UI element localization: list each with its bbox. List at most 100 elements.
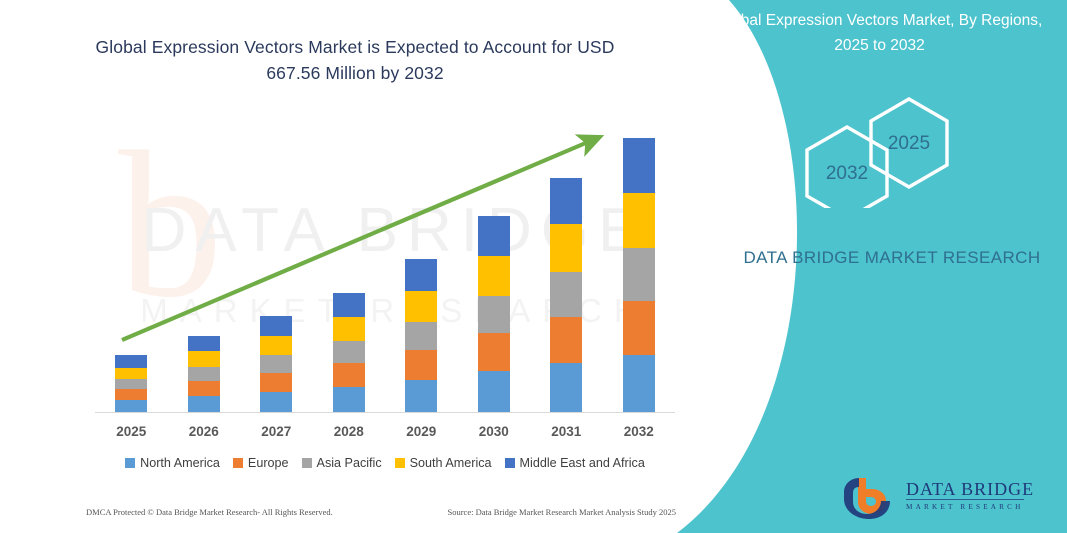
chart-legend: North America Europe Asia Pacific South Ame…: [95, 456, 675, 470]
bar-segment: [115, 355, 148, 369]
bar-segment: [405, 321, 438, 351]
bar-segment: [550, 271, 583, 317]
bar-segment: [115, 400, 148, 412]
bar-segment: [260, 373, 293, 393]
brand-name: DATA BRIDGE MARKET RESEARCH: [743, 248, 1041, 267]
chart-plot-area: [95, 115, 675, 413]
bar-column: [603, 115, 676, 412]
bar-segment: [115, 379, 148, 390]
bar-segment: [477, 216, 510, 257]
x-axis-label: 2031: [551, 424, 582, 439]
bar-segment: [550, 224, 583, 272]
bar-segment: [477, 256, 510, 296]
stacked-bar[interactable]: [622, 137, 655, 412]
panel-title: Global Expression Vectors Market, By Reg…: [716, 12, 1043, 54]
legend-label: South America: [409, 456, 492, 470]
bar-segment: [405, 259, 438, 291]
legend-item[interactable]: Europe: [232, 456, 289, 470]
bar-column: [458, 115, 531, 412]
x-axis-label: 2029: [406, 424, 437, 439]
bar-column: [240, 115, 313, 412]
legend-label: Europe: [247, 456, 289, 470]
bar-column: [385, 115, 458, 412]
x-axis-label: 2026: [188, 424, 219, 439]
bar-segment: [477, 295, 510, 333]
legend-label: North America: [140, 456, 220, 470]
bar-segment: [550, 316, 583, 364]
bar-segment: [260, 335, 293, 356]
bar-segment: [332, 292, 365, 317]
legend-label: Middle East and Africa: [519, 456, 645, 470]
x-axis-label: 2025: [116, 424, 147, 439]
bar-segment: [622, 137, 655, 193]
legend-swatch: [125, 458, 136, 468]
stacked-bar[interactable]: [332, 292, 365, 412]
bar-segment: [550, 177, 583, 225]
bar-segment: [187, 335, 220, 352]
x-axis-label: 2032: [623, 424, 654, 439]
stacked-bar[interactable]: [115, 355, 148, 412]
bar-segment: [187, 381, 220, 397]
bar-column: [530, 115, 603, 412]
bar-segment: [332, 363, 365, 388]
logo-mark-icon: [844, 478, 890, 519]
hexagon-2025-label: 2025: [888, 133, 930, 154]
bar-segment: [622, 192, 655, 249]
hexagon-2032-label: 2032: [826, 163, 868, 184]
bar-segment: [260, 315, 293, 336]
legend-swatch: [301, 458, 312, 468]
x-axis-label: 2030: [478, 424, 509, 439]
legend-item[interactable]: Middle East and Africa: [504, 456, 645, 470]
logo-title-text: DATA BRIDGE: [906, 479, 1034, 499]
stacked-bar[interactable]: [260, 315, 293, 412]
x-axis-labels: 2025 2026 2027 2028 2029 2030 2031 2032: [95, 424, 675, 439]
stacked-bar[interactable]: [550, 177, 583, 412]
stacked-bar[interactable]: [187, 335, 220, 412]
bar-column: [313, 115, 386, 412]
legend-label: Asia Pacific: [316, 456, 382, 470]
bar-segment: [115, 368, 148, 380]
data-bridge-logo: DATA BRIDGE MARKET RESEARCH: [842, 472, 1042, 520]
bar-segment: [405, 380, 438, 412]
stacked-bar[interactable]: [405, 259, 438, 412]
bar-segment: [187, 367, 220, 382]
legend-item[interactable]: Asia Pacific: [301, 456, 382, 470]
x-axis-line: [95, 412, 675, 413]
footer-copyright: DMCA Protected © Data Bridge Market Rese…: [86, 507, 333, 517]
teal-background-shape: [677, 0, 1067, 533]
bar-segment: [477, 371, 510, 412]
bar-segment: [260, 355, 293, 374]
bar-segment: [187, 396, 220, 412]
bar-segment: [187, 351, 220, 368]
legend-item[interactable]: North America: [125, 456, 220, 470]
bar-column: [95, 115, 168, 412]
logo-subtitle-text: MARKET RESEARCH: [906, 503, 1024, 511]
legend-swatch: [232, 458, 243, 468]
bar-group: [95, 115, 675, 412]
footer: DMCA Protected © Data Bridge Market Rese…: [86, 507, 676, 517]
bar-segment: [622, 248, 655, 301]
bar-segment: [332, 387, 365, 412]
chart-pane: b DATA BRIDGE MARKET RESEARCH Global Exp…: [86, 37, 676, 517]
bar-segment: [260, 392, 293, 412]
legend-swatch: [394, 458, 405, 468]
x-axis-label: 2028: [333, 424, 364, 439]
bar-segment: [405, 350, 438, 381]
stacked-bar[interactable]: [477, 216, 510, 412]
bar-segment: [622, 355, 655, 412]
regions-panel-content: Global Expression Vectors Market, By Reg…: [677, 0, 1067, 533]
bar-segment: [332, 316, 365, 341]
chart-title: Global Expression Vectors Market is Expe…: [95, 37, 615, 83]
bar-segment: [115, 389, 148, 401]
x-axis-label: 2027: [261, 424, 292, 439]
regions-panel: Global Expression Vectors Market, By Reg…: [677, 0, 1067, 533]
bar-column: [168, 115, 241, 412]
hexagon-2025-shape: [869, 97, 949, 189]
bar-segment: [622, 300, 655, 356]
bar-segment: [405, 290, 438, 322]
hexagon-badges: 2025 2032: [787, 93, 987, 221]
legend-item[interactable]: South America: [394, 456, 492, 470]
bar-segment: [332, 340, 365, 364]
bar-segment: [550, 363, 583, 412]
